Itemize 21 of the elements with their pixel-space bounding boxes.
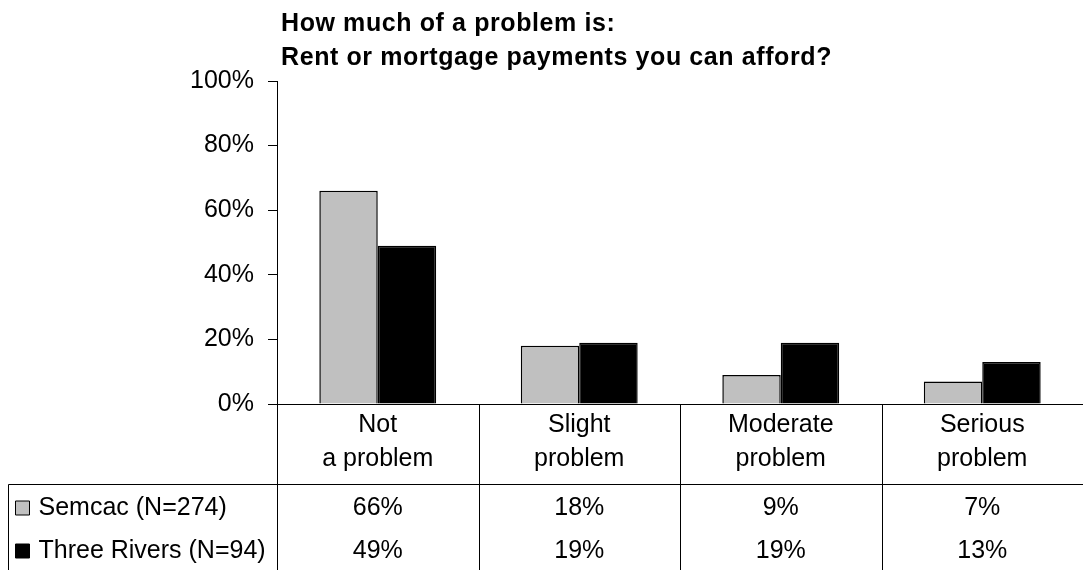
y-tick-label: 60% (203, 194, 254, 223)
data-label: 18% (554, 491, 605, 520)
data-label: 9% (762, 491, 799, 520)
data-label: 49% (352, 534, 403, 563)
y-tick-label: 100% (190, 64, 254, 93)
y-tick-label: 40% (203, 258, 254, 287)
y-tick-label: 0% (217, 387, 254, 416)
data-label: 13% (957, 534, 1008, 563)
data-label: 7% (964, 491, 1001, 520)
data-label: 19% (755, 534, 806, 563)
y-tick-label: 80% (203, 129, 254, 158)
x-tick-label: Moderate problem (727, 408, 834, 471)
y-tick-label: 20% (203, 323, 254, 352)
legend-label: Three Rivers (N=94) (38, 534, 266, 563)
x-tick-label: Serious problem (937, 408, 1028, 471)
data-label: 66% (352, 491, 403, 520)
legend-label: Semcac (N=274) (38, 491, 227, 520)
data-label: 19% (554, 534, 605, 563)
chart-title: How much of a problem is: Rent or mortgage payments you can afford? (281, 7, 833, 72)
x-tick-label: Not a problem (322, 408, 434, 471)
x-tick-label: Slight problem (534, 408, 625, 471)
